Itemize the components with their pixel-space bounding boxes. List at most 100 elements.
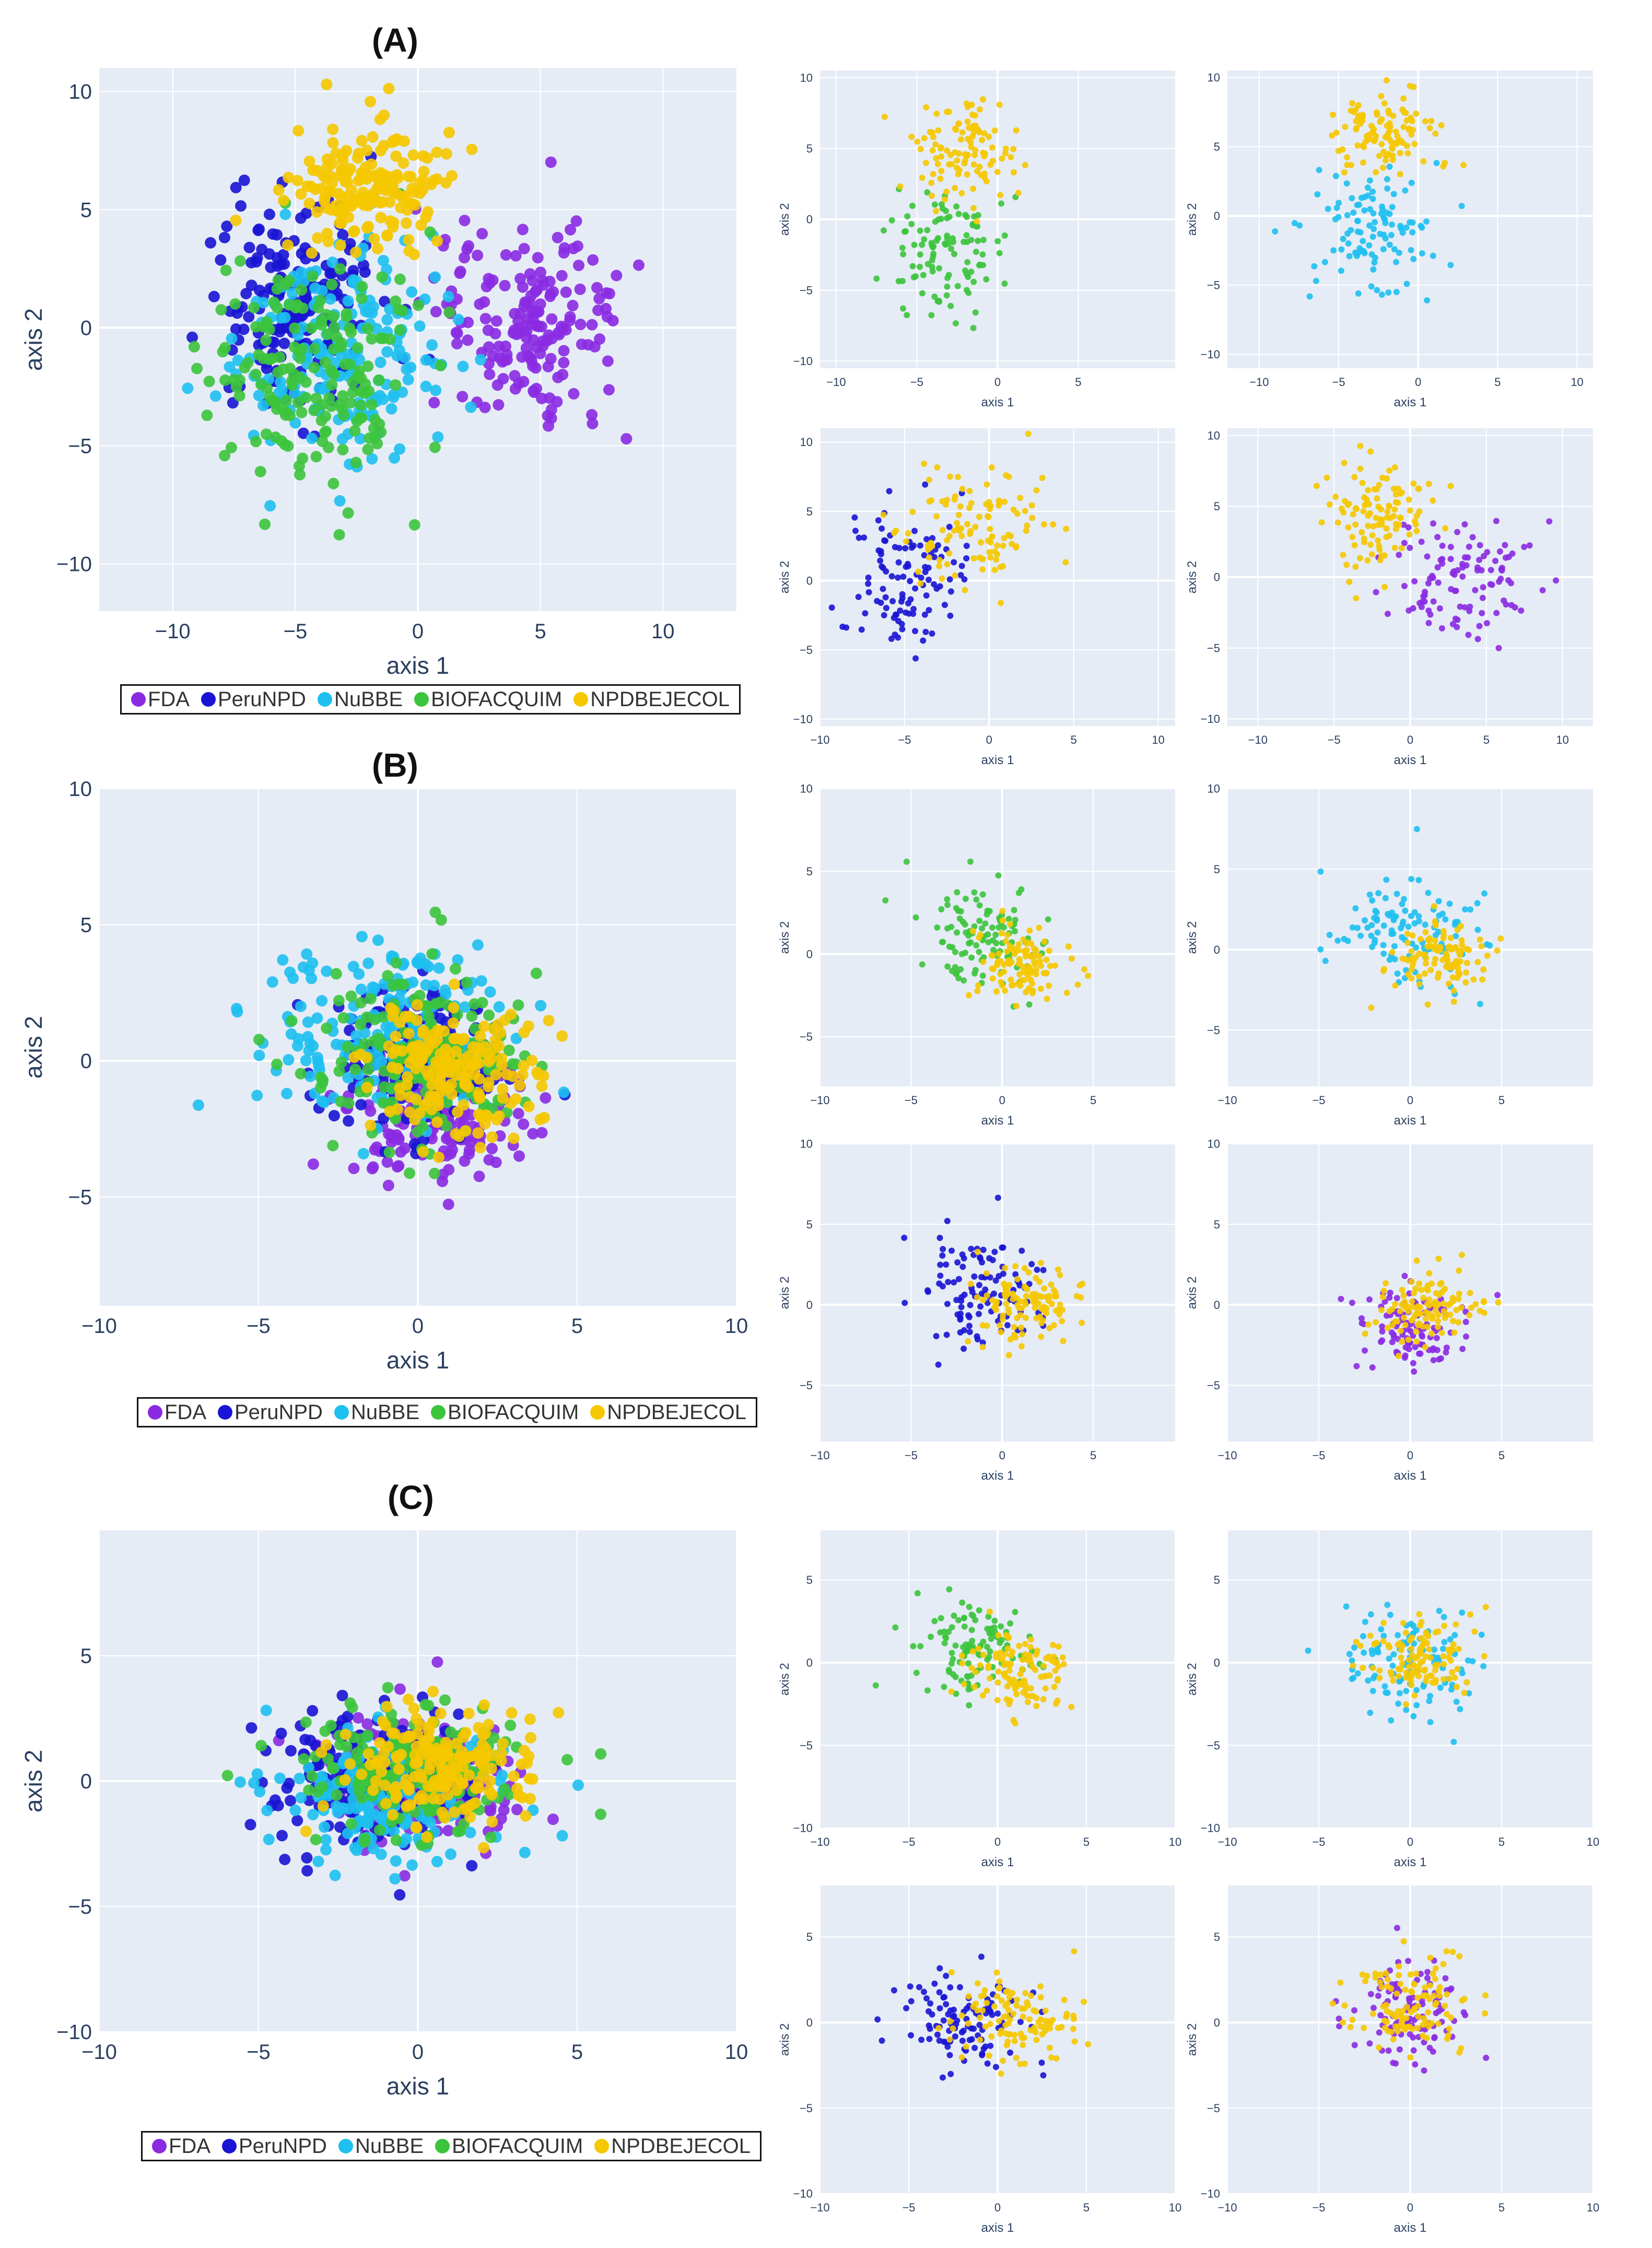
data-point bbox=[928, 540, 934, 546]
data-point bbox=[1063, 525, 1070, 532]
data-point bbox=[257, 297, 270, 309]
panel-label-c: (C) bbox=[388, 1479, 434, 1516]
data-point bbox=[1386, 532, 1393, 539]
data-point bbox=[1422, 118, 1429, 125]
x-tick-label: 5 bbox=[534, 620, 546, 643]
data-point bbox=[936, 1234, 943, 1241]
data-point bbox=[967, 1302, 974, 1308]
series-fda bbox=[409, 156, 645, 445]
data-point bbox=[483, 341, 495, 353]
data-point bbox=[242, 357, 254, 369]
data-point bbox=[1432, 1307, 1439, 1314]
data-point bbox=[479, 1728, 491, 1740]
data-point bbox=[1053, 1307, 1060, 1314]
data-point bbox=[1416, 981, 1423, 988]
data-point bbox=[1069, 955, 1075, 962]
data-point bbox=[450, 963, 462, 975]
data-point bbox=[937, 175, 944, 182]
y-axis-title: axis 2 bbox=[778, 561, 792, 594]
data-point bbox=[1380, 1287, 1387, 1294]
data-point bbox=[996, 101, 1003, 108]
data-point bbox=[348, 1163, 360, 1175]
data-point bbox=[433, 962, 445, 974]
data-point bbox=[1407, 219, 1413, 226]
data-point bbox=[1016, 1643, 1023, 1649]
data-point bbox=[461, 976, 473, 988]
data-point bbox=[1057, 1301, 1063, 1308]
data-point bbox=[1374, 287, 1380, 294]
data-point bbox=[1046, 1672, 1053, 1679]
data-point bbox=[334, 495, 346, 507]
data-point bbox=[1404, 150, 1411, 157]
x-tick-label: 10 bbox=[1169, 1835, 1181, 1848]
data-point bbox=[936, 557, 943, 564]
data-point bbox=[1384, 176, 1390, 183]
data-point bbox=[342, 507, 354, 519]
data-point bbox=[253, 223, 265, 235]
data-point bbox=[935, 216, 942, 223]
data-point bbox=[336, 1690, 348, 1702]
data-point bbox=[1437, 557, 1444, 564]
data-point bbox=[474, 1092, 486, 1104]
data-point bbox=[1029, 1291, 1036, 1297]
data-point bbox=[394, 1683, 406, 1695]
data-point bbox=[1014, 1276, 1021, 1283]
data-point bbox=[1421, 592, 1428, 599]
y-tick-label: −5 bbox=[800, 643, 813, 657]
data-point bbox=[851, 514, 858, 521]
data-point bbox=[390, 150, 402, 162]
data-point bbox=[1004, 1322, 1011, 1329]
data-point bbox=[1476, 623, 1483, 629]
data-point bbox=[908, 220, 915, 227]
data-point bbox=[1436, 605, 1443, 612]
data-point bbox=[493, 1001, 505, 1013]
data-point bbox=[1391, 1301, 1398, 1307]
data-point bbox=[365, 993, 377, 1005]
data-point bbox=[337, 200, 349, 212]
data-point bbox=[1027, 1644, 1034, 1650]
data-point bbox=[254, 466, 266, 478]
data-point bbox=[1431, 961, 1438, 967]
data-point bbox=[448, 1806, 460, 1818]
data-point bbox=[536, 1127, 548, 1139]
data-point bbox=[1435, 1312, 1442, 1318]
data-point bbox=[408, 249, 420, 261]
data-point bbox=[999, 1656, 1006, 1663]
data-point bbox=[945, 108, 952, 115]
data-point bbox=[547, 1813, 559, 1825]
data-point bbox=[356, 292, 368, 305]
data-point bbox=[462, 334, 474, 346]
data-point bbox=[1018, 1305, 1025, 1312]
data-point bbox=[1456, 1267, 1462, 1274]
x-tick-label: −10 bbox=[1248, 733, 1268, 746]
y-tick-label: 0 bbox=[806, 1656, 813, 1669]
data-point bbox=[1438, 1289, 1445, 1296]
data-point bbox=[308, 361, 320, 373]
data-point bbox=[1487, 567, 1494, 573]
data-point bbox=[1390, 1331, 1397, 1338]
data-point bbox=[1411, 1368, 1417, 1375]
data-point bbox=[984, 1656, 991, 1663]
data-point bbox=[1422, 1315, 1429, 1322]
data-point bbox=[1352, 905, 1359, 912]
data-point bbox=[1356, 555, 1363, 561]
data-point bbox=[946, 523, 953, 530]
x-tick-label: −5 bbox=[284, 620, 308, 643]
data-point bbox=[961, 1623, 968, 1630]
data-point bbox=[534, 1114, 546, 1126]
data-point bbox=[368, 233, 380, 245]
data-point bbox=[1344, 161, 1351, 168]
data-point bbox=[209, 390, 221, 402]
data-point bbox=[915, 568, 922, 575]
data-point bbox=[1306, 293, 1313, 300]
data-point bbox=[285, 1744, 297, 1757]
data-point bbox=[974, 988, 981, 994]
data-point bbox=[910, 1643, 917, 1649]
data-point bbox=[379, 1757, 391, 1769]
data-point bbox=[1322, 957, 1329, 964]
data-point bbox=[944, 1301, 951, 1307]
data-point bbox=[359, 266, 371, 278]
data-point bbox=[998, 1623, 1004, 1630]
data-point bbox=[1449, 620, 1456, 627]
data-point bbox=[931, 294, 938, 300]
